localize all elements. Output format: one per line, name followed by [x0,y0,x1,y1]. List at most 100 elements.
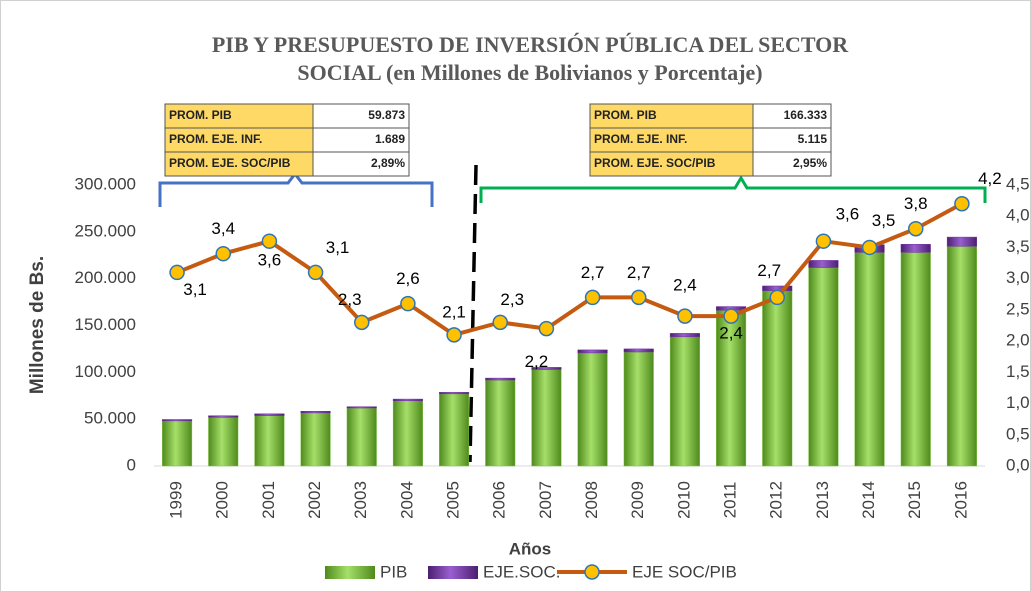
marker [631,289,647,306]
table-label: PROM. EJE. INF. [594,132,687,146]
bar [439,392,470,395]
marker [400,295,416,312]
bar [623,351,654,467]
table-value: 166.333 [784,108,828,122]
table-cell [752,151,832,177]
legend-swatch [325,566,375,579]
bar [439,393,470,467]
x-tick-label: 2002 [305,481,324,519]
legend-label: EJE SOC/PIB [632,562,737,581]
bar [623,348,654,353]
table-cell [312,151,410,177]
bar [900,252,931,467]
bar [669,336,700,467]
y-tick-label: 0 [127,455,136,474]
bar [485,377,516,381]
table-label: PROM. EJE. SOC/PIB [594,156,716,170]
bar [208,415,239,418]
data-label: 2,3 [338,290,362,309]
x-tick-label: 2013 [813,481,832,519]
x-tick-label: 2011 [721,482,740,519]
bar [392,400,423,467]
x-tick-label: 2007 [536,481,555,519]
x-tick-label: 2016 [951,481,970,519]
bar [392,398,423,402]
bar [300,412,331,467]
bar [669,333,700,338]
y2-tick-label: 3,0 [1006,268,1030,287]
data-label: 3,4 [211,219,235,238]
x-tick-label: 2012 [767,481,786,519]
marker [492,314,508,331]
data-label: 2,7 [627,263,651,282]
bar [346,407,377,467]
chart-title: PIB Y PRESUPUESTO DE INVERSIÓN PÚBLICA D… [212,32,849,57]
data-label: 2,3 [500,290,524,309]
table-cell [164,151,314,177]
legend-swatch [584,564,600,580]
x-tick-label: 2000 [213,481,232,519]
marker [908,220,924,237]
table-value: 5.115 [798,132,828,146]
bar [346,406,377,409]
data-label: 2,4 [673,276,697,295]
bar [254,415,285,467]
table-label: PROM. PIB [169,108,232,122]
y2-tick-label: 4,0 [1006,206,1030,225]
y2-tick-label: 2,5 [1006,299,1030,318]
data-label: 2,7 [757,261,781,280]
bar [531,369,562,467]
data-label: 3,1 [183,280,207,299]
x-tick-label: 2006 [490,481,509,519]
bar [254,413,285,416]
marker [538,320,555,337]
legend-label: EJE.SOC. [483,562,560,581]
chart-title: SOCIAL (en Millones de Bolivianos y Porc… [297,60,762,85]
table-label: PROM. EJE. INF. [169,132,262,146]
data-label: 3,6 [836,205,860,224]
data-label: 3,5 [872,211,896,230]
marker [861,239,878,256]
y-tick-label: 150.000 [75,315,136,334]
y2-tick-label: 3,5 [1006,237,1030,256]
legend-label: PIB [380,562,407,581]
marker [354,314,370,331]
bar [808,267,839,467]
y2-tick-label: 1,0 [1006,393,1030,412]
y-tick-label: 250.000 [75,221,136,240]
x-tick-label: 2010 [674,481,693,519]
x-tick-label: 2014 [859,481,878,519]
table-value: 1.689 [375,132,405,146]
y-tick-label: 300.000 [75,174,136,193]
marker [769,289,785,306]
table-cell [589,151,754,177]
x-tick-label: 2003 [351,481,370,519]
marker [169,264,185,281]
marker [723,308,739,324]
marker [261,233,278,249]
table-cell [752,127,832,153]
x-tick-label: 2005 [444,481,463,519]
y2-tick-label: 4,5 [1006,174,1030,193]
table-value: 2,89% [371,156,405,170]
marker [215,245,231,262]
x-axis-label: Años [509,539,552,558]
bar [577,352,608,467]
table-value: 2,95% [793,156,827,170]
table-label: PROM. EJE. SOC/PIB [169,156,291,170]
marker [307,264,324,281]
y2-tick-label: 0,5 [1006,424,1030,443]
marker [584,289,601,306]
marker [446,327,462,343]
x-tick-label: 2001 [259,481,278,519]
bar [208,417,239,467]
y-axis-label: Millones de Bs. [27,256,48,394]
y2-tick-label: 2,0 [1006,331,1030,350]
table-value: 59.873 [368,108,405,122]
marker [677,308,693,324]
x-tick-label: 2009 [628,481,647,519]
data-label: 2,1 [442,302,466,321]
bar [762,290,793,467]
bar [946,236,977,247]
